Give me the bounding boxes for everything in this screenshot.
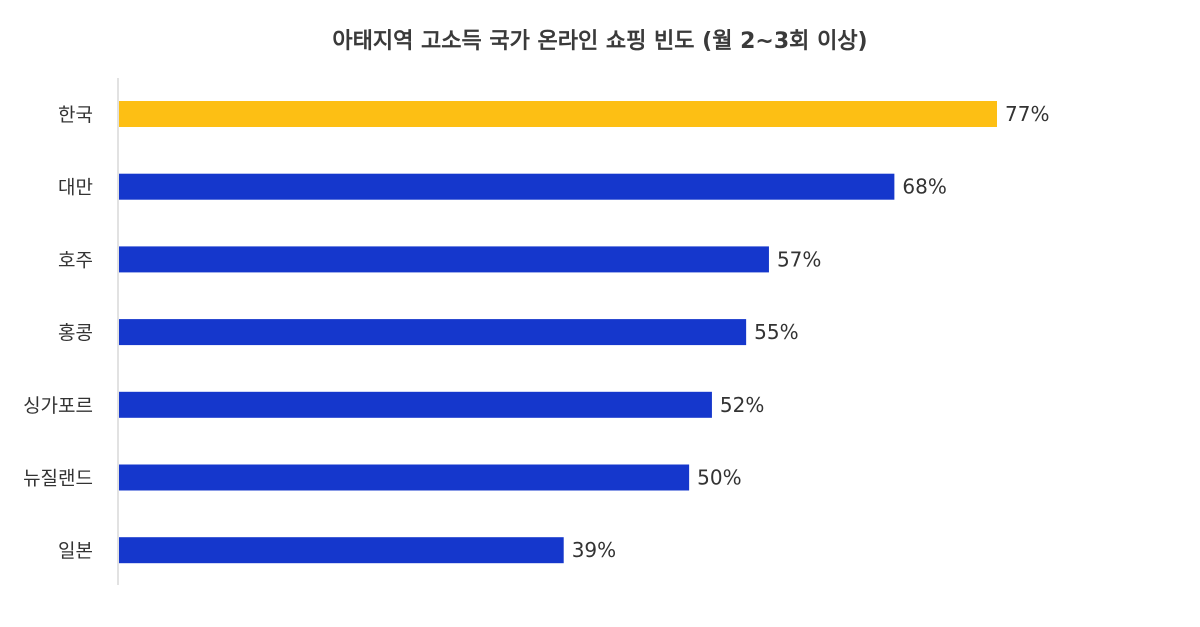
bars-group: 한국 77% 대만 68% 호주 57% 홍콩 55% 싱가포르 52% 뉴질랜드 50% 일본 39%: [23, 101, 1049, 564]
bar-row: 뉴질랜드 50%: [23, 464, 742, 491]
bar: [119, 464, 690, 491]
value-label: 68%: [902, 175, 946, 199]
bar: [119, 246, 769, 273]
value-label: 57%: [777, 247, 821, 271]
category-label: 대만: [58, 177, 93, 199]
bar-row: 호주 57%: [58, 246, 821, 273]
value-label: 77%: [1005, 102, 1049, 126]
bar: [119, 537, 564, 564]
bar-row: 일본 39%: [58, 537, 616, 564]
bar: [119, 101, 997, 127]
category-label: 뉴질랜드: [23, 468, 93, 490]
chart-title: 아태지역 고소득 국가 온라인 쇼핑 빈도 (월 2~3회 이상): [332, 29, 867, 54]
value-label: 50%: [697, 466, 741, 490]
category-label: 싱가포르: [23, 395, 93, 417]
category-label: 한국: [58, 104, 93, 126]
value-label: 55%: [754, 320, 798, 344]
category-label: 홍콩: [58, 322, 93, 344]
bar: [119, 319, 747, 346]
value-label: 39%: [572, 538, 616, 562]
bar: [119, 391, 712, 418]
bar-row: 홍콩 55%: [58, 319, 799, 346]
bar: [119, 173, 895, 200]
category-label: 호주: [58, 249, 93, 271]
bar-row: 한국 77%: [58, 101, 1049, 127]
value-label: 52%: [720, 393, 764, 417]
bar-row: 싱가포르 52%: [23, 391, 764, 418]
category-label: 일본: [58, 540, 93, 562]
bar-row: 대만 68%: [58, 173, 947, 200]
